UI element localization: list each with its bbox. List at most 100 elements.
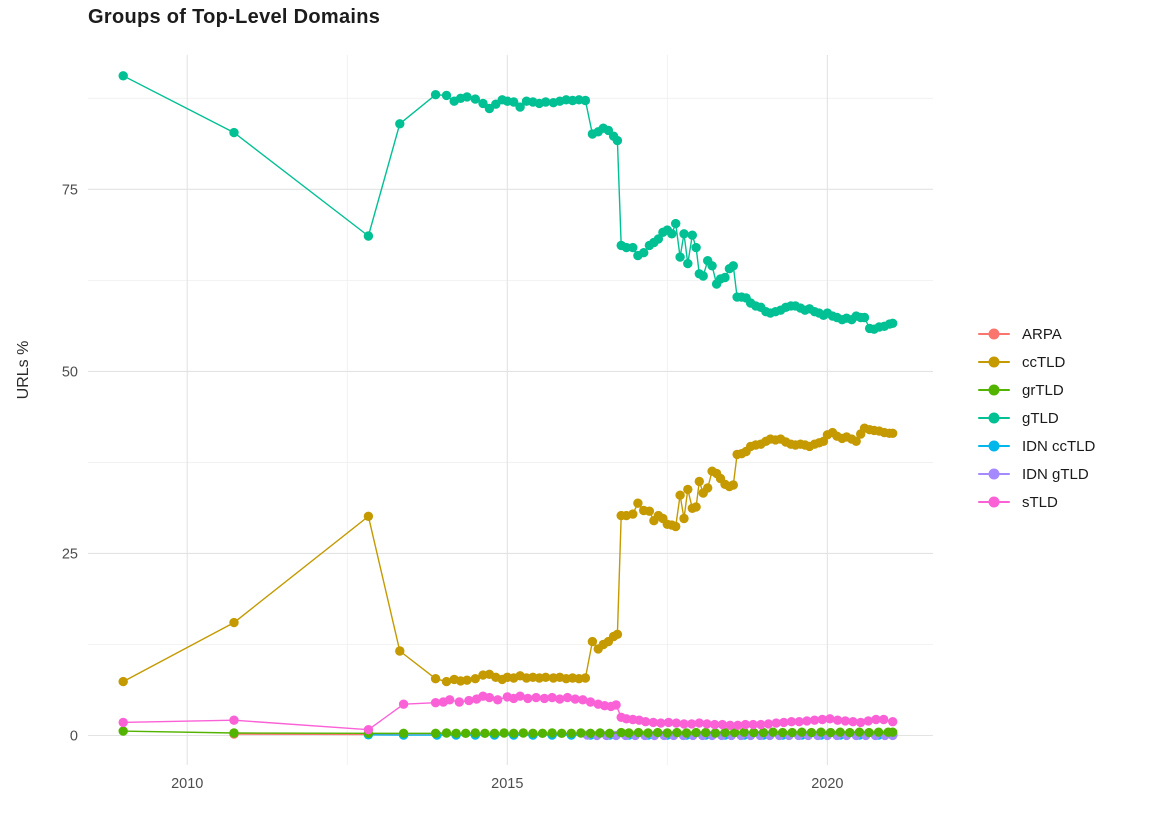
data-point [756, 719, 766, 730]
data-point [539, 693, 550, 704]
data-point [739, 727, 749, 737]
data-point [667, 229, 677, 239]
x-tick-label: 2010 [171, 776, 203, 792]
legend-key-icon [978, 376, 1010, 404]
data-point [441, 728, 452, 738]
data-point [562, 692, 573, 703]
legend: ARPA ccTLD grTLD gTLD IDN ccTLD IDN gTLD sTLD [978, 320, 1095, 516]
data-point [691, 502, 701, 512]
data-point [570, 694, 580, 704]
data-point [430, 674, 441, 684]
data-point [628, 242, 638, 253]
data-point [499, 728, 509, 738]
data-point [470, 728, 480, 738]
data-point [398, 699, 409, 709]
data-point [871, 714, 881, 725]
data-point [802, 716, 812, 726]
series-line-gTLD [122, 75, 893, 330]
legend-key-dot [988, 412, 1000, 424]
data-point [484, 692, 495, 703]
data-point [430, 698, 441, 708]
data-point [541, 97, 551, 107]
legend-key-dot [988, 356, 1000, 368]
legend-item-idn-cctld: IDN ccTLD [978, 432, 1095, 460]
series-line-ccTLD [122, 427, 893, 683]
data-point [118, 676, 128, 687]
legend-key-dot [988, 468, 1000, 480]
data-point [229, 127, 239, 138]
data-point [683, 484, 693, 495]
data-point [580, 673, 591, 683]
data-point [725, 720, 735, 730]
data-point [864, 727, 874, 738]
data-point [480, 728, 490, 738]
data-point [395, 646, 405, 656]
data-point [679, 229, 689, 239]
data-point [825, 714, 835, 724]
legend-item-label: IDN gTLD [1022, 465, 1089, 483]
legend-key-dot [988, 496, 1000, 508]
data-point [888, 318, 898, 328]
data-point [691, 242, 701, 253]
data-point [118, 726, 128, 736]
data-point [656, 718, 666, 728]
data-point [612, 629, 623, 639]
data-point [595, 728, 605, 738]
data-point [679, 719, 689, 729]
data-point [611, 700, 621, 710]
chart-title: Groups of Top-Level Domains [88, 6, 381, 28]
data-point [707, 261, 717, 271]
data-point [566, 728, 576, 738]
data-point [786, 717, 797, 727]
data-point [489, 728, 500, 738]
data-point [624, 728, 634, 738]
legend-key-icon [978, 432, 1010, 460]
data-point [430, 90, 441, 100]
data-point [687, 719, 697, 729]
data-point [648, 717, 658, 728]
data-point [672, 727, 682, 738]
data-point [430, 728, 441, 738]
data-point [662, 728, 672, 738]
data-point [523, 693, 533, 704]
data-point [663, 717, 674, 728]
data-point [825, 727, 836, 738]
x-tick-label: 2020 [811, 776, 843, 792]
legend-key-dot [988, 328, 1000, 340]
y-axis-label: URLs % [15, 340, 32, 400]
data-point [710, 719, 720, 730]
data-point [728, 480, 738, 490]
data-point [694, 718, 704, 728]
legend-item-arpa: ARPA [978, 320, 1095, 348]
data-point [694, 476, 704, 487]
legend-item-idn-gtld: IDN gTLD [978, 460, 1095, 488]
data-point [229, 617, 239, 628]
data-point [363, 231, 374, 241]
data-point [633, 498, 643, 508]
series-points-ccTLD [118, 423, 898, 687]
data-point [675, 252, 685, 262]
legend-key-icon [978, 460, 1010, 488]
data-point [478, 98, 488, 109]
data-point [395, 119, 405, 129]
data-point [537, 728, 548, 738]
data-point [763, 719, 774, 729]
data-point [748, 719, 758, 730]
data-point [816, 727, 826, 737]
data-point [797, 727, 807, 737]
data-point [640, 717, 651, 727]
data-point [547, 692, 557, 703]
data-point [518, 728, 528, 738]
data-point [728, 261, 738, 271]
data-point [454, 697, 464, 707]
data-point [845, 727, 855, 738]
series-points-sTLD [118, 691, 898, 735]
data-point [470, 94, 480, 104]
data-point [464, 695, 474, 706]
data-point [888, 717, 898, 727]
data-point [840, 716, 850, 726]
data-point [679, 513, 689, 524]
data-point [229, 728, 239, 738]
data-point [461, 728, 471, 738]
